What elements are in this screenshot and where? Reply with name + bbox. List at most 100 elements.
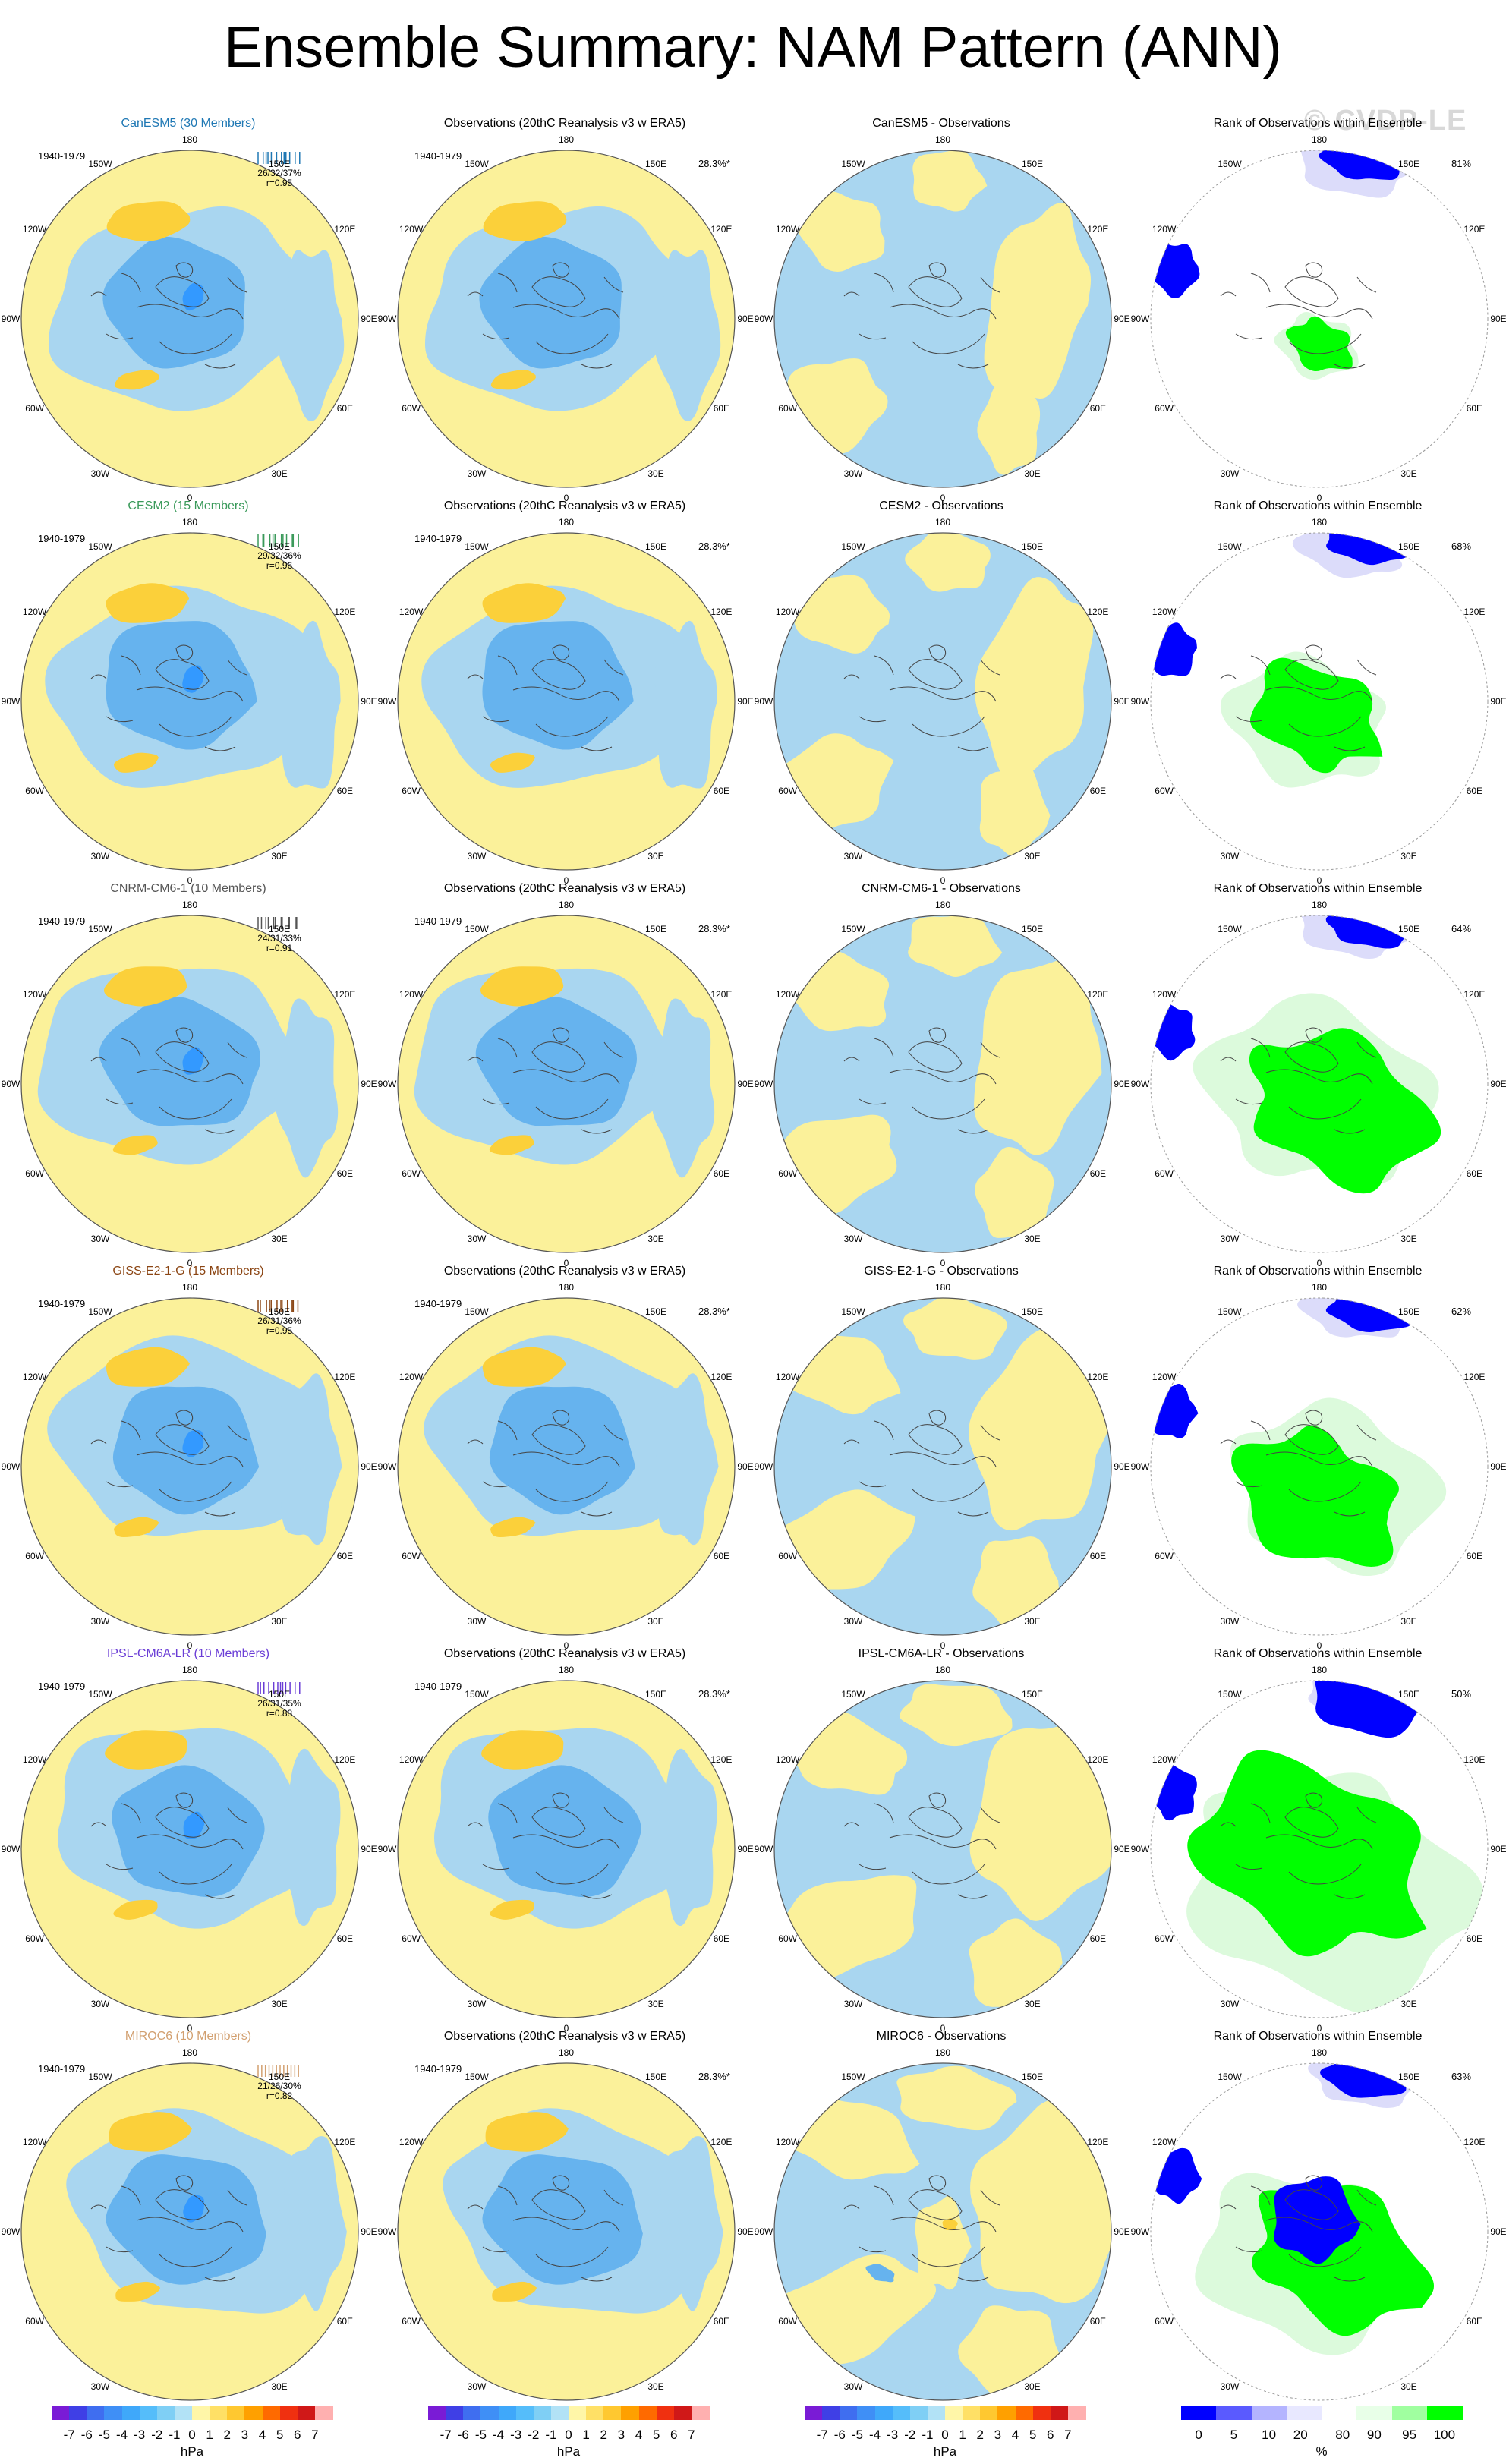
r5-diff-map — [773, 2062, 1112, 2401]
colorbar-hpa-3-label: -7 — [816, 2428, 828, 2442]
r5-rank-lon-180: 180 — [1311, 2047, 1328, 2058]
r5-model-lon-30w: 30W — [90, 2381, 110, 2393]
r5-rank-lon-90e: 90E — [1490, 2226, 1506, 2237]
r2-rank-lon-150w: 150W — [1218, 923, 1242, 934]
r4-model-lon-30w: 30W — [90, 1999, 110, 2010]
r1-obs-lon-90w: 90W — [377, 696, 397, 707]
colorbar-hpa-1-label: 4 — [258, 2428, 266, 2442]
r3-model-stats-r: r=0.95 — [266, 1325, 293, 1336]
r5-diff-lon-180: 180 — [934, 2047, 951, 2058]
r1-obs-lon-90e: 90E — [737, 696, 754, 707]
r3-obs-lon-90e: 90E — [737, 1461, 754, 1472]
colorbar-rank-cell — [1181, 2406, 1217, 2420]
r3-model-lon-30w: 30W — [90, 1616, 110, 1627]
r2-model-lon-150w: 150W — [88, 923, 112, 934]
r0-model-title: CanESM5 (30 Members) — [121, 117, 256, 130]
panel-obs: Observations (20thC Reanalysis v3 w ERA5… — [376, 879, 754, 1268]
r2-rank-title: Rank of Observations within Ensemble — [1213, 882, 1423, 895]
r3-diff-lon-150w: 150W — [841, 1306, 865, 1317]
r1-diff-lon-90e: 90E — [1114, 696, 1130, 707]
r2-model-lon-120w: 120W — [22, 989, 47, 1000]
r5-obs-map — [397, 2062, 736, 2401]
r2-obs-lon-150e: 150E — [644, 923, 667, 934]
r0-model-pos-core-atlantic — [114, 370, 159, 390]
r1-model-neg-core — [182, 665, 204, 693]
r2-diff-lon-90e: 90E — [1114, 1079, 1130, 1089]
r3-obs-lon-0: 0 — [563, 1640, 569, 1651]
r5-rank-map — [1150, 2062, 1489, 2401]
r1-diff-lon-150w: 150W — [841, 540, 865, 552]
colorbar-hpa-1-label: -5 — [98, 2428, 110, 2442]
panel-model: MIROC6 (10 Members) 1940-1979 21/26/30% r=0… — [0, 2027, 377, 2416]
r3-diff-lon-150e: 150E — [1021, 1306, 1044, 1317]
r5-model-lon-150e: 150E — [268, 2071, 291, 2082]
r1-obs-lon-60w: 60W — [402, 786, 421, 796]
r4-diff-map-border — [773, 1680, 1112, 2018]
r2-diff-lon-0: 0 — [940, 1258, 946, 1268]
colorbar-hpa-3-label: 5 — [1029, 2428, 1037, 2442]
r3-obs-lon-90w: 90W — [377, 1461, 397, 1472]
r3-rank-lon-90w: 90W — [1130, 1461, 1150, 1472]
r0-model-lon-90e: 90E — [361, 314, 377, 324]
r0-model-lon-0: 0 — [187, 493, 193, 503]
r0-rank-high-area — [1285, 316, 1353, 371]
r3-obs-lon-150e: 150E — [644, 1306, 667, 1317]
colorbar-hpa-3-cell — [963, 2406, 981, 2420]
panel-model: CanESM5 (30 Members) 1940-1979 26/32/37% r=… — [0, 114, 377, 503]
r3-obs-map — [397, 1297, 736, 1636]
r2-rank-lon-150e: 150E — [1397, 923, 1420, 934]
r1-rank-map — [1150, 532, 1489, 871]
r0-rank-low-area-north — [1319, 150, 1406, 180]
r0-model-lon-120e: 120E — [334, 224, 356, 235]
r2-rank-lon-90w: 90W — [1130, 1079, 1150, 1089]
r5-model-map — [20, 2062, 359, 2401]
colorbar-hpa-2-cell — [498, 2406, 517, 2420]
r4-obs-neg-area-east — [653, 1748, 717, 1927]
r3-diff-lon-90e: 90E — [1114, 1461, 1130, 1472]
colorbar-hpa-2-cell — [586, 2406, 604, 2420]
r2-model-lon-30w: 30W — [90, 1234, 110, 1245]
r4-diff-pos-area-3 — [899, 1684, 1013, 1747]
r2-rank-pct: 64% — [1451, 923, 1472, 934]
r4-rank-lon-120e: 120E — [1463, 1754, 1486, 1765]
panel-rank: Rank of Observations within Ensemble 68% 1… — [1130, 496, 1506, 886]
r2-model-map — [20, 915, 359, 1253]
r3-obs-neg-area-east — [654, 1373, 719, 1546]
colorbar-hpa-1-label: 0 — [188, 2428, 196, 2442]
r1-obs-neg-area-east — [654, 620, 717, 789]
r3-diff-lon-0: 0 — [940, 1640, 946, 1651]
r4-model-map — [20, 1680, 359, 2018]
r4-rank-lon-0: 0 — [1316, 2023, 1322, 2034]
r3-model-neg-area-east — [278, 1373, 342, 1546]
r3-diff-lon-30e: 30E — [1024, 1616, 1041, 1627]
r1-model-lon-30w: 30W — [90, 851, 110, 862]
panel-rank: Rank of Observations within Ensemble 50% 1… — [1130, 1644, 1506, 2034]
r5-model-stats-pct: 21/26/30% — [257, 2081, 301, 2091]
colorbar-rank-label: 10 — [1262, 2428, 1277, 2442]
r4-obs-lon-60w: 60W — [402, 1933, 421, 1944]
colorbar-hpa-1-label: -1 — [169, 2428, 181, 2442]
r0-rank-title: Rank of Observations within Ensemble — [1213, 117, 1423, 130]
r3-obs-pos-core-atlantic — [490, 1517, 536, 1537]
colorbar-hpa-1-cell — [244, 2406, 263, 2420]
r1-obs-map — [397, 532, 736, 871]
r2-rank-lon-30w: 30W — [1220, 1234, 1240, 1245]
r5-rank-lon-60w: 60W — [1155, 2316, 1174, 2327]
r3-model-title: GISS-E2-1-G (15 Members) — [112, 1265, 264, 1278]
r0-obs-lon-0: 0 — [563, 493, 569, 503]
r4-obs-lon-120e: 120E — [710, 1754, 733, 1765]
r0-obs-title: Observations (20thC Reanalysis v3 w ERA5… — [443, 117, 686, 130]
r1-obs-lon-120e: 120E — [710, 607, 733, 617]
r1-model-map — [20, 532, 359, 871]
r4-model-lon-150w: 150W — [88, 1688, 112, 1700]
r3-rank-map-border — [1150, 1297, 1489, 1636]
r0-model-map-border — [20, 150, 359, 488]
colorbar-rank-cell — [1322, 2406, 1357, 2420]
r2-obs-neg-area-east — [651, 998, 715, 1178]
r2-diff-lon-120e: 120E — [1087, 989, 1109, 1000]
r4-rank-pct: 50% — [1451, 1688, 1472, 1700]
r1-diff-lon-120w: 120W — [775, 607, 800, 617]
r2-obs-pos-core-atlantic — [489, 1135, 534, 1155]
colorbar-rank-cell — [1356, 2406, 1392, 2420]
r4-rank-map — [1150, 1680, 1489, 2018]
